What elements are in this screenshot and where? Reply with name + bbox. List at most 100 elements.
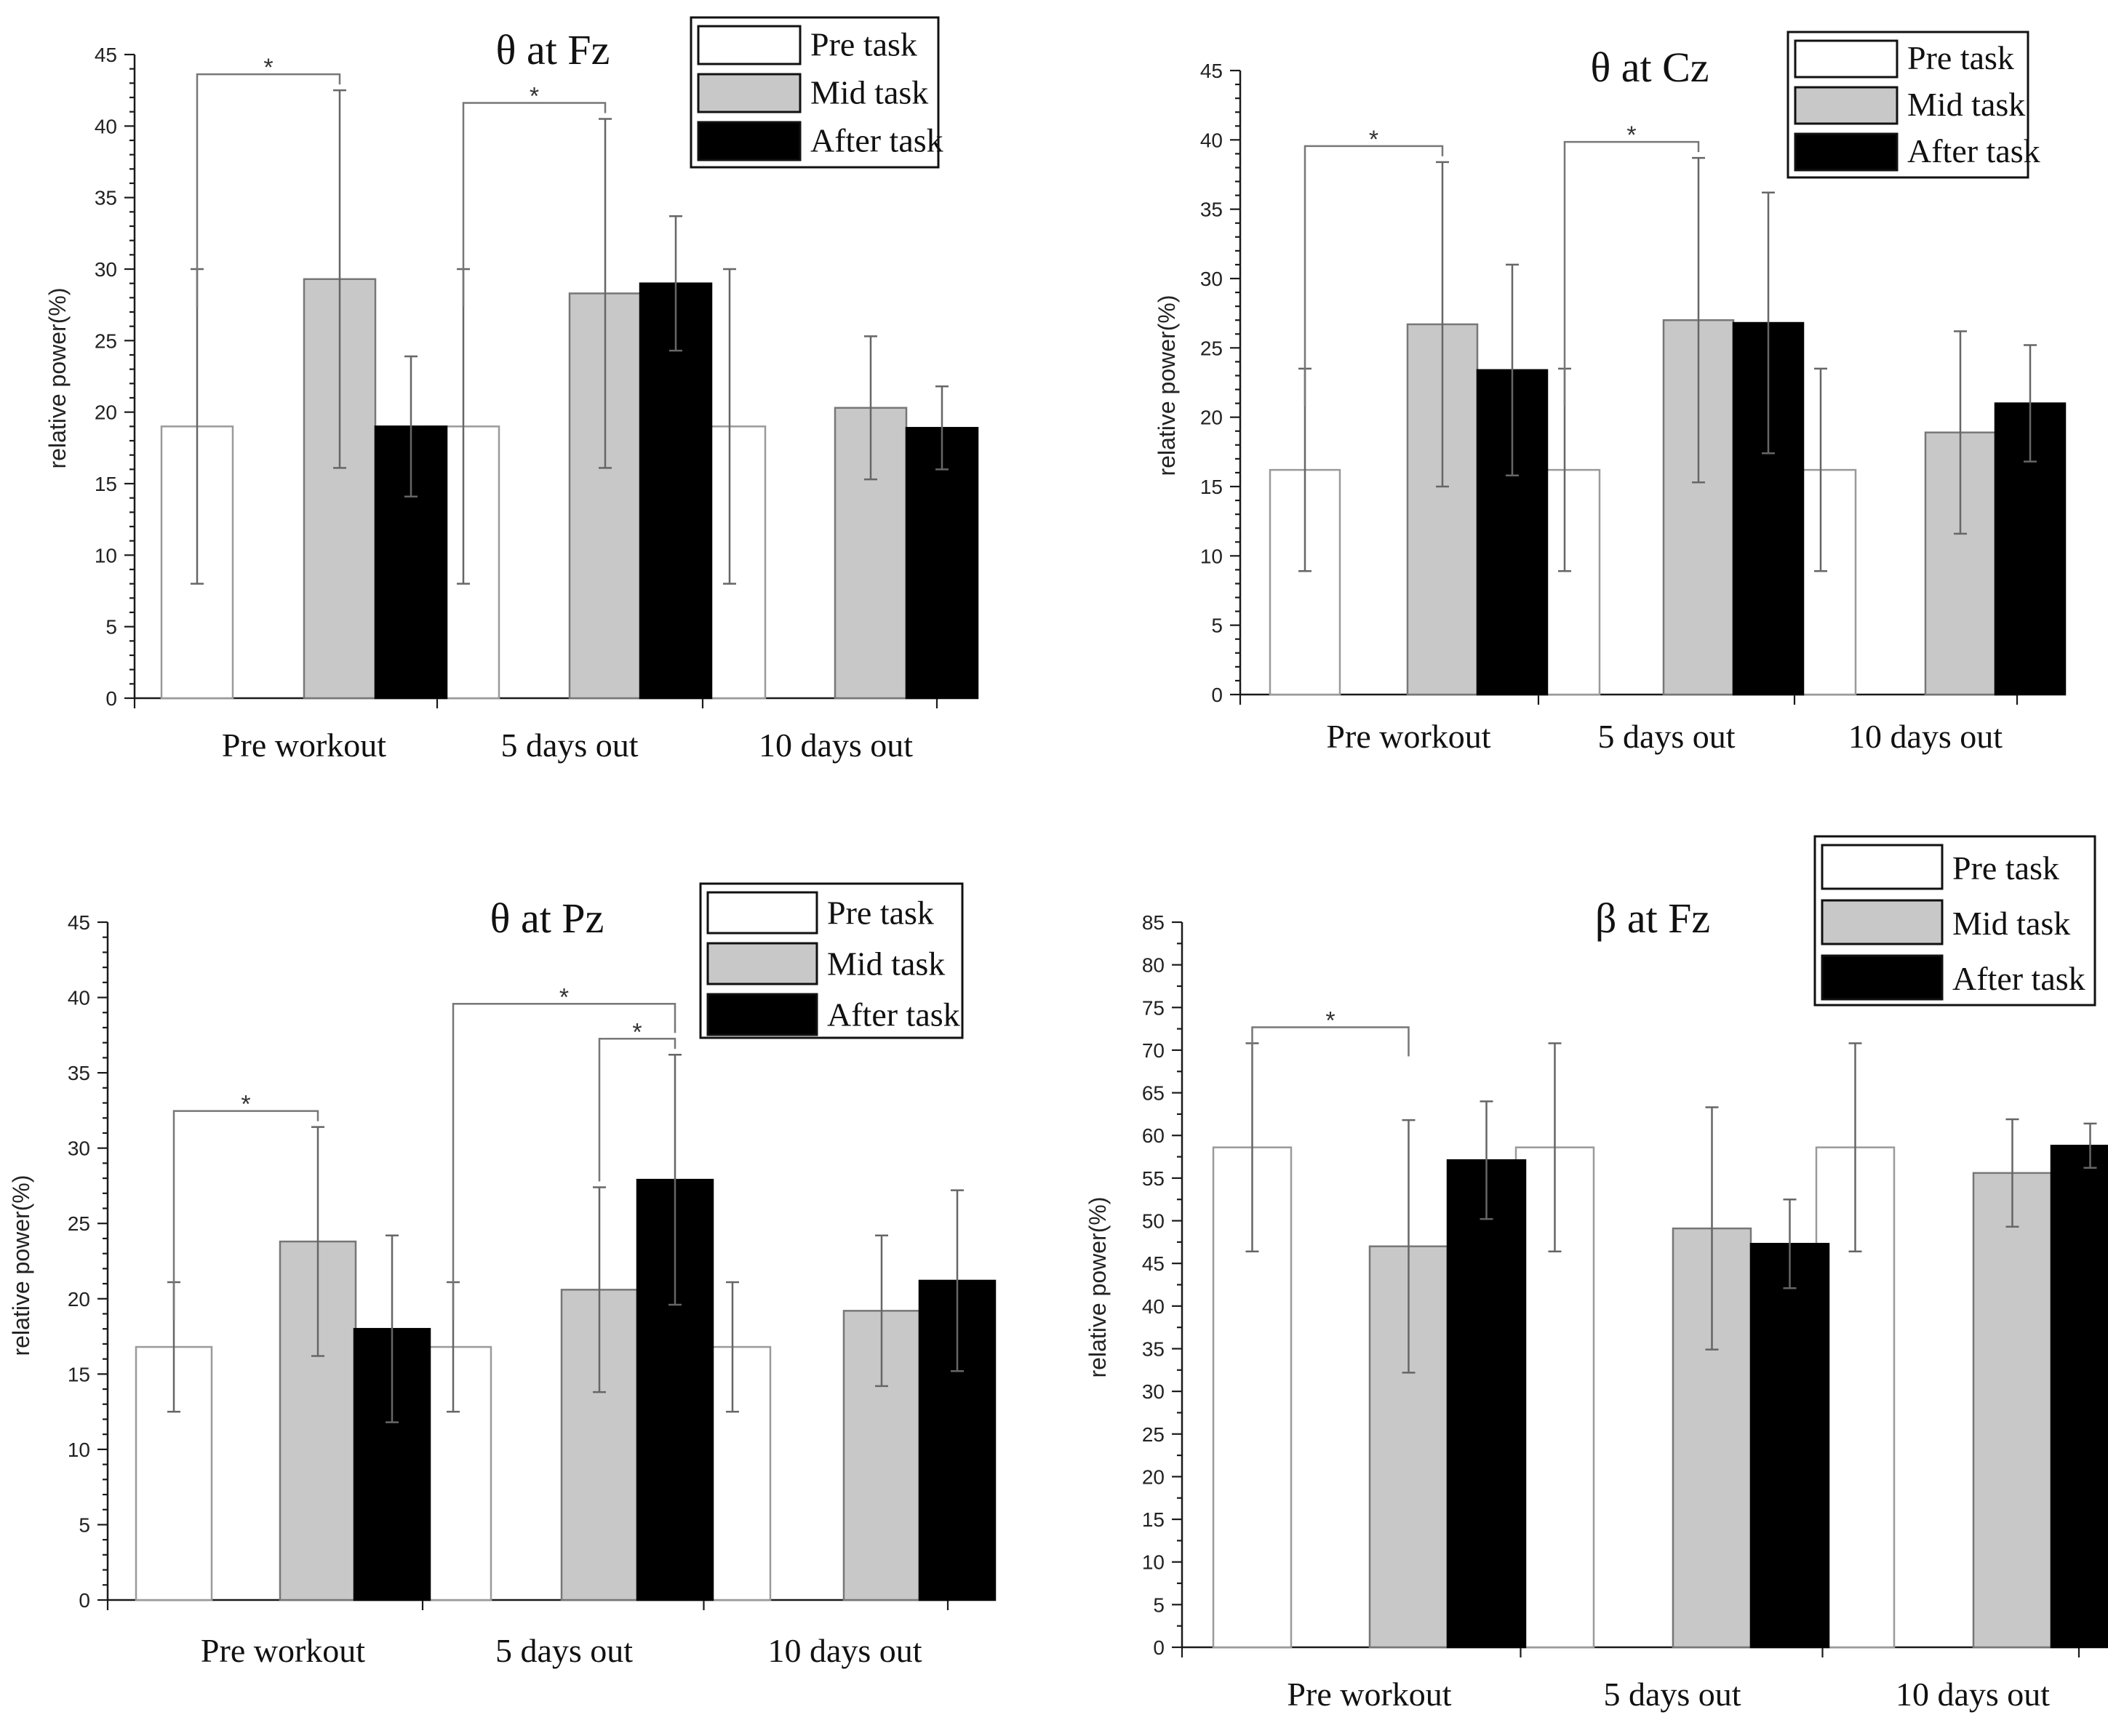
chart-panel-theta-cz: 0 5 10 15 20 25 30 35 40 45 relative power(%) Pre w…	[1154, 31, 2067, 755]
y-tick-label: 10	[1200, 545, 1223, 567]
significance-bracket	[452, 1003, 676, 1320]
bar-after-task-2	[905, 427, 979, 700]
legend-swatch-mid-task	[697, 73, 802, 113]
significance-bracket	[172, 1110, 319, 1320]
legend-label: After task	[1952, 960, 2085, 997]
y-tick-label: 40	[68, 987, 90, 1009]
significance-bracket	[196, 73, 341, 307]
y-tick-label: 75	[1142, 996, 1165, 1019]
y-tick-label: 0	[1211, 684, 1223, 706]
significance-bracket	[598, 1038, 676, 1182]
bar-after-task-2	[2050, 1145, 2108, 1649]
legend-label: After task	[1907, 132, 2040, 169]
legend-label: Mid task	[827, 945, 945, 983]
y-tick-label: 40	[95, 115, 117, 137]
y-axis-label: relative power(%)	[1154, 295, 1180, 476]
y-tick-label: 0	[1153, 1636, 1165, 1659]
legend-swatch-pre-task	[1821, 844, 1944, 890]
y-tick-label: 35	[68, 1062, 90, 1084]
significance-marker: *	[632, 1018, 642, 1046]
chart-title: β at Fz	[1595, 895, 1710, 942]
y-tick-label: 25	[1200, 337, 1223, 359]
y-axis-label: relative power(%)	[44, 288, 71, 469]
significance-bracket	[1303, 145, 1444, 407]
legend-label: Pre task	[1952, 849, 2059, 887]
legend-swatch-after-task	[697, 121, 802, 161]
legend-swatch-after-task	[1794, 132, 1899, 172]
y-tick-label: 20	[1200, 407, 1223, 429]
significance-bracket	[1251, 1026, 1410, 1081]
chart-panel-theta-fz: 0 5 10 15 20 25 30 35 40 45 relative power(%) Pre w…	[44, 16, 979, 764]
y-tick-label: 45	[68, 911, 90, 934]
y-tick-label: 5	[1211, 615, 1223, 637]
bar-after-task-0	[1446, 1159, 1527, 1649]
x-category-label: Pre workout	[1287, 1676, 1451, 1713]
legend-label: After task	[810, 122, 943, 159]
y-tick-label: 35	[95, 187, 117, 209]
significance-marker: *	[1626, 121, 1636, 149]
legend-label: After task	[827, 996, 960, 1033]
legend-swatch-pre-task	[706, 891, 818, 935]
x-category-label: 10 days out	[1848, 718, 2003, 755]
y-tick-label: 80	[1142, 954, 1165, 977]
y-tick-label: 70	[1142, 1039, 1165, 1062]
y-tick-label: 20	[68, 1288, 90, 1311]
legend-swatch-after-task	[706, 993, 818, 1036]
y-tick-label: 65	[1142, 1082, 1165, 1105]
y-tick-label: 55	[1142, 1167, 1165, 1190]
legend-swatch-pre-task	[697, 25, 802, 65]
chart-panel-beta-fz: 0 5 10 15 20 25 30 35 40 45 50 55 60 65 70 75 80 85 relati…	[1085, 835, 2108, 1713]
legend-swatch-mid-task	[1794, 86, 1899, 125]
legend-swatch-mid-task	[706, 942, 818, 985]
x-category-label: Pre workout	[222, 727, 386, 764]
x-category-label: 10 days out	[767, 1632, 922, 1669]
y-tick-label: 40	[1200, 129, 1223, 151]
y-tick-label: 30	[1200, 268, 1223, 290]
y-tick-label: 15	[68, 1363, 90, 1385]
y-tick-label: 15	[95, 473, 117, 495]
y-tick-label: 30	[68, 1137, 90, 1160]
significance-marker: *	[241, 1091, 250, 1119]
significance-bracket	[1563, 140, 1700, 407]
y-axis-label: relative power(%)	[8, 1175, 34, 1356]
y-tick-label: 25	[1142, 1423, 1165, 1446]
chart-title: θ at Pz	[490, 895, 604, 942]
legend: Pre task Mid task After task	[1786, 31, 2040, 179]
x-category-label: Pre workout	[201, 1632, 365, 1669]
bar-after-task-1	[1749, 1242, 1830, 1649]
y-tick-label: 10	[95, 544, 117, 567]
y-tick-label: 45	[1142, 1252, 1165, 1275]
x-category-label: 5 days out	[495, 1632, 633, 1669]
legend: Pre task Mid task After task	[699, 882, 964, 1039]
y-tick-label: 30	[95, 258, 117, 281]
x-category-label: 5 days out	[1597, 718, 1735, 755]
legend-label: Mid task	[1952, 905, 2070, 942]
significance-marker: *	[559, 983, 569, 1011]
y-tick-label: 15	[1200, 476, 1223, 498]
y-tick-label: 60	[1142, 1124, 1165, 1147]
chart-panel-theta-pz: 0 5 10 15 20 25 30 35 40 45 relative power(%) Pre w…	[8, 882, 997, 1669]
y-tick-label: 0	[105, 687, 117, 710]
bar-mid-task-2	[1972, 1172, 2053, 1649]
y-tick-label: 20	[1142, 1465, 1165, 1488]
chart-title: θ at Cz	[1590, 44, 1709, 91]
x-category-label: 10 days out	[1896, 1676, 2050, 1713]
x-category-label: 5 days out	[1603, 1676, 1741, 1713]
x-category-label: 5 days out	[500, 727, 638, 764]
y-tick-label: 50	[1142, 1210, 1165, 1233]
legend-label: Pre task	[810, 26, 917, 63]
y-tick-label: 20	[95, 401, 117, 424]
significance-marker: *	[263, 54, 273, 81]
y-tick-label: 5	[1153, 1593, 1165, 1616]
y-axis-label: relative power(%)	[1085, 1197, 1111, 1378]
y-tick-label: 35	[1200, 199, 1223, 221]
legend: Pre task Mid task After task	[690, 16, 943, 169]
legend-label: Mid task	[1907, 86, 2025, 123]
significance-marker: *	[530, 83, 539, 111]
y-tick-label: 5	[105, 616, 117, 639]
y-tick-label: 5	[79, 1513, 90, 1536]
legend-label: Mid task	[810, 74, 928, 111]
legend: Pre task Mid task After task	[1813, 835, 2096, 1007]
y-tick-label: 45	[1200, 60, 1223, 82]
